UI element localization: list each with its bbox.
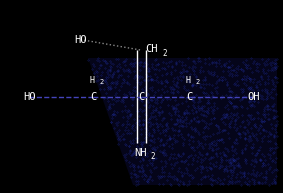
Text: CH: CH [145,44,158,54]
Text: 2: 2 [151,152,155,161]
Text: H: H [89,76,95,85]
Text: OH: OH [247,91,260,102]
Text: C: C [138,91,145,102]
Text: 2: 2 [195,79,200,85]
Polygon shape [88,58,277,185]
Text: H: H [186,76,191,85]
Text: HO: HO [74,35,87,45]
Text: C: C [186,91,193,102]
Text: HO: HO [23,91,36,102]
Text: C: C [90,91,97,102]
Text: 2: 2 [99,79,104,85]
Text: NH: NH [134,148,146,158]
Text: 2: 2 [163,49,167,58]
